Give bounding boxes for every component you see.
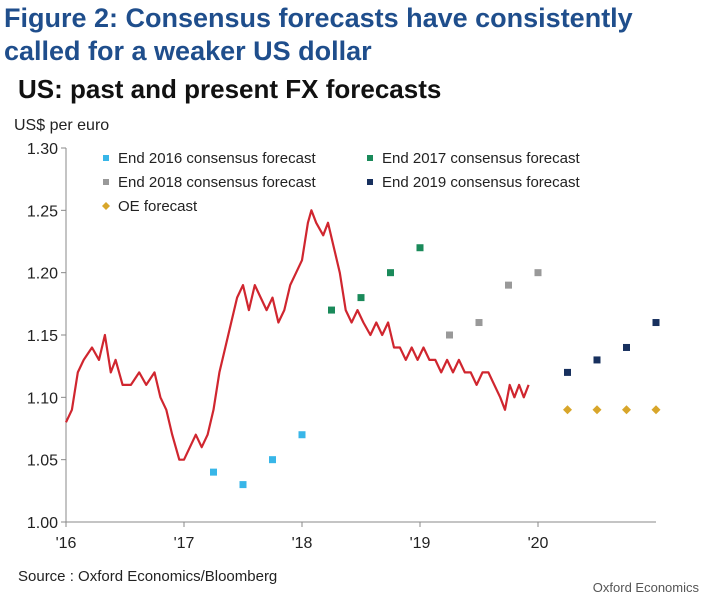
oe-forecast-point bbox=[622, 405, 631, 415]
legend-label: End 2018 consensus forecast bbox=[118, 174, 316, 191]
legend-label: End 2016 consensus forecast bbox=[118, 150, 316, 167]
forecast-point bbox=[534, 269, 542, 277]
legend-label: OE forecast bbox=[118, 198, 198, 215]
forecast-point bbox=[564, 368, 571, 376]
forecast-point bbox=[298, 431, 306, 439]
forecast-point bbox=[269, 456, 276, 464]
y-tick-label: 1.15 bbox=[27, 328, 58, 345]
x-tick-label: '18 bbox=[292, 535, 313, 552]
forecast-point bbox=[446, 331, 453, 339]
source-note: Source : Oxford Economics/Bloomberg bbox=[18, 568, 278, 585]
forecast-point bbox=[623, 343, 630, 351]
forecast-point bbox=[505, 281, 512, 289]
chart-title: US: past and present FX forecasts bbox=[18, 74, 442, 104]
legend-marker-square bbox=[103, 155, 109, 161]
forecast-point bbox=[593, 356, 601, 364]
axis-ticks: 1.00 1.05 1.10 1.15 1.20 1.25 1.30 '16 '17 '18 '19… bbox=[27, 141, 549, 552]
x-tick-label: '20 bbox=[528, 535, 549, 552]
legend-marker-diamond bbox=[102, 202, 110, 210]
y-tick-label: 1.10 bbox=[27, 390, 58, 407]
watermark: Oxford Economics bbox=[592, 580, 699, 595]
y-axis-label: US$ per euro bbox=[14, 117, 109, 134]
y-tick-label: 1.05 bbox=[27, 453, 58, 470]
y-tick-label: 1.30 bbox=[27, 141, 58, 158]
forecast-point bbox=[416, 244, 424, 252]
oe-forecast-point bbox=[651, 405, 661, 415]
forecast-point bbox=[239, 481, 247, 489]
figure-title: Figure 2: Consensus forecasts have consi… bbox=[4, 3, 633, 66]
y-tick-label: 1.00 bbox=[27, 515, 58, 532]
x-tick-label: '16 bbox=[56, 535, 77, 552]
forecast-points bbox=[210, 244, 661, 489]
legend-marker-square bbox=[367, 179, 373, 185]
legend-label: End 2019 consensus forecast bbox=[382, 174, 580, 191]
oe-forecast-point bbox=[592, 405, 602, 415]
forecast-point bbox=[475, 319, 483, 327]
forecast-point bbox=[210, 468, 217, 476]
legend-label: End 2017 consensus forecast bbox=[382, 150, 580, 167]
legend-marker-square bbox=[367, 155, 373, 161]
y-tick-label: 1.20 bbox=[27, 266, 58, 283]
legend-marker-square bbox=[103, 179, 109, 185]
x-tick-label: '17 bbox=[174, 535, 195, 552]
y-tick-label: 1.25 bbox=[27, 203, 58, 220]
spot-series bbox=[65, 209, 530, 461]
legend: End 2016 consensus forecast End 2017 cons… bbox=[102, 150, 580, 215]
spot-rate-line bbox=[65, 209, 530, 461]
oe-forecast-point bbox=[563, 405, 572, 415]
forecast-point bbox=[357, 294, 365, 302]
forecast-point bbox=[387, 269, 394, 277]
x-tick-label: '19 bbox=[410, 535, 431, 552]
forecast-point bbox=[328, 306, 335, 314]
forecast-point bbox=[652, 319, 660, 327]
